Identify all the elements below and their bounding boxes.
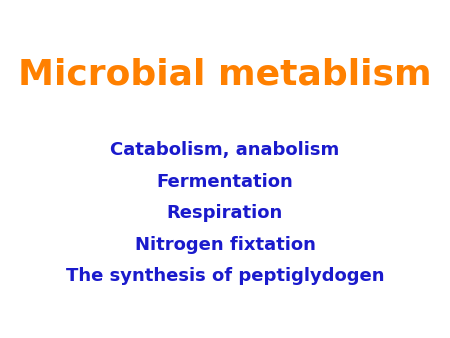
Text: Microbial metablism: Microbial metablism bbox=[18, 57, 432, 91]
Text: Catabolism, anabolism: Catabolism, anabolism bbox=[110, 141, 340, 160]
Text: The synthesis of peptiglydogen: The synthesis of peptiglydogen bbox=[66, 267, 384, 285]
Text: Respiration: Respiration bbox=[167, 204, 283, 222]
Text: Fermentation: Fermentation bbox=[157, 173, 293, 191]
Text: Nitrogen fixtation: Nitrogen fixtation bbox=[135, 236, 315, 254]
